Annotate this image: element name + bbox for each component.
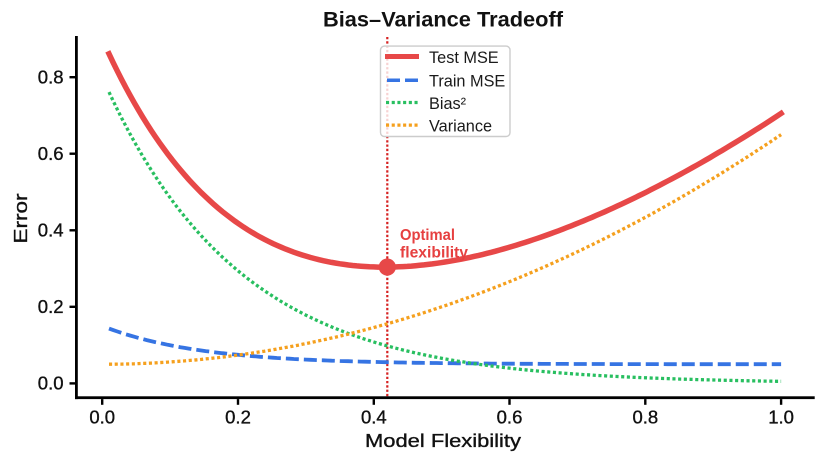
svg-text:0.4: 0.4: [38, 220, 64, 241]
svg-text:0.8: 0.8: [38, 67, 64, 88]
svg-text:Bias–Variance Tradeoff: Bias–Variance Tradeoff: [323, 8, 564, 32]
svg-text:Optimal: Optimal: [400, 227, 455, 244]
svg-text:Bias²: Bias²: [429, 95, 467, 113]
svg-text:0.2: 0.2: [38, 296, 64, 317]
svg-text:0.0: 0.0: [38, 373, 64, 394]
svg-text:0.4: 0.4: [361, 407, 387, 428]
svg-text:0.6: 0.6: [497, 407, 523, 428]
svg-text:0.6: 0.6: [38, 143, 64, 164]
svg-text:Train MSE: Train MSE: [429, 73, 505, 91]
svg-text:flexibility: flexibility: [400, 245, 468, 262]
svg-text:0.8: 0.8: [632, 407, 658, 428]
svg-text:Error: Error: [10, 194, 31, 244]
svg-text:0.2: 0.2: [225, 407, 251, 428]
svg-text:Model Flexibility: Model Flexibility: [365, 430, 522, 451]
svg-text:Variance: Variance: [429, 118, 492, 136]
svg-text:1.0: 1.0: [768, 407, 794, 428]
svg-text:0.0: 0.0: [89, 407, 115, 428]
svg-text:Test MSE: Test MSE: [429, 49, 499, 67]
